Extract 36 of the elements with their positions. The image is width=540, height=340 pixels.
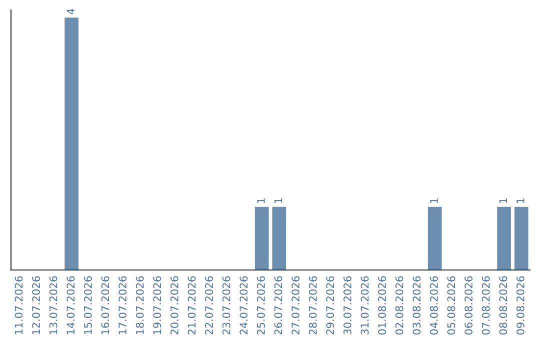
- data-label: 1: [257, 198, 265, 203]
- x-tick-label: 23.07.2026: [222, 276, 230, 334]
- x-tick-label: 13.07.2026: [49, 276, 58, 334]
- x-tick-label: 06.08.2026: [464, 276, 472, 335]
- x-tick-label: 20.07.2026: [170, 276, 178, 334]
- x-tick-label: 29.07.2026: [326, 276, 334, 334]
- x-tick-label: 05.08.2026: [447, 276, 456, 335]
- x-tick-label: 01.08.2026: [378, 276, 386, 335]
- x-tick-label: 27.07.2026: [292, 276, 300, 334]
- x-tick-label: 02.08.2026: [395, 276, 404, 335]
- x-tick-label: 28.07.2026: [308, 276, 317, 334]
- x-tick-label: 26.07.2026: [274, 276, 282, 334]
- x-tick-label: 24.07.2026: [240, 276, 248, 334]
- x-tick-label: 17.07.2026: [118, 276, 126, 334]
- x-tick-label: 31.07.2026: [360, 276, 369, 334]
- x-tick-label: 08.08.2026: [499, 276, 508, 335]
- data-label: 1: [499, 198, 507, 203]
- x-tick-label: 22.07.2026: [205, 276, 213, 334]
- data-label: 4: [66, 8, 74, 14]
- x-tick-label: 25.07.2026: [256, 276, 265, 334]
- x-tick-label: 19.07.2026: [153, 276, 162, 334]
- data-label: 1: [516, 198, 524, 203]
- x-tick-label: 09.08.2026: [516, 276, 524, 335]
- x-tick-label: 18.07.2026: [136, 276, 144, 334]
- x-tick-label: 04.08.2026: [430, 276, 438, 335]
- x-tick-label: 16.07.2026: [101, 276, 110, 334]
- x-tick-label: 12.07.2026: [32, 276, 40, 334]
- x-tick-label: 03.08.2026: [412, 276, 421, 335]
- x-tick-label: 30.07.2026: [343, 276, 352, 334]
- data-label: 1: [430, 198, 438, 203]
- x-tick-label: 07.08.2026: [482, 276, 490, 335]
- x-tick-label: 11.07.2026: [14, 276, 23, 334]
- x-tick-label: 14.07.2026: [66, 276, 75, 334]
- data-label: 1: [274, 198, 282, 203]
- x-tick-label: 21.07.2026: [188, 276, 196, 334]
- x-tick-label: 15.07.2026: [84, 276, 92, 334]
